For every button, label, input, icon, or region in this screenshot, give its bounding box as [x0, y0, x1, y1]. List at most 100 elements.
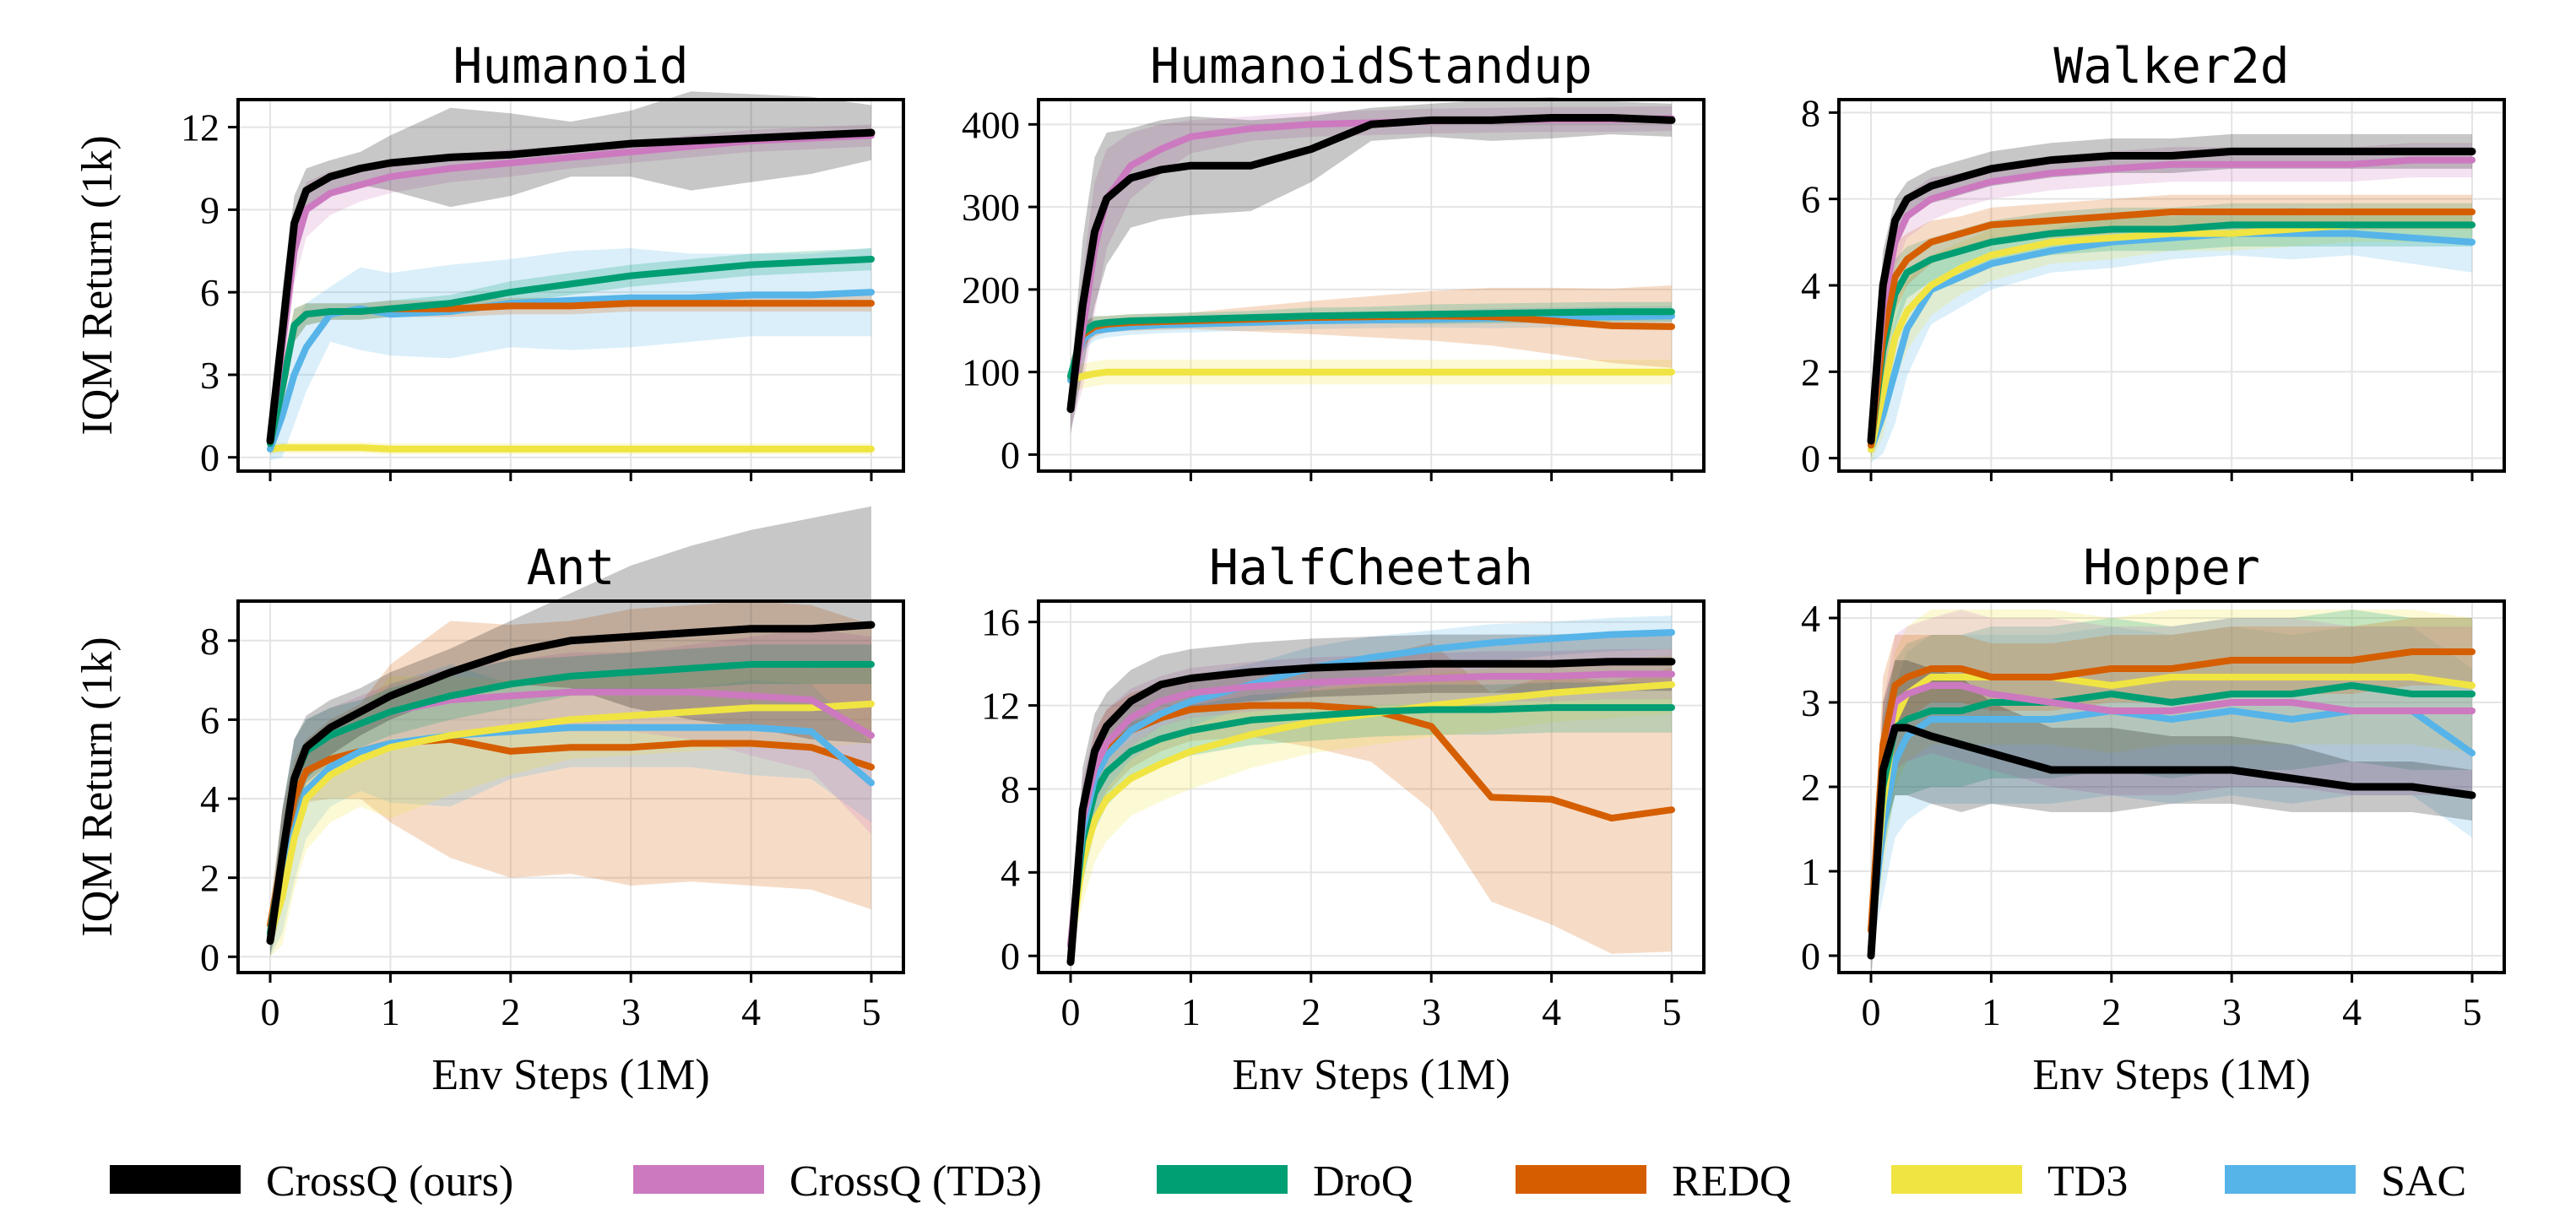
series-line-sac — [1868, 230, 2476, 453]
band-crossq-ours — [270, 91, 871, 455]
y-axis-label: IQM Return (1k) — [73, 637, 122, 936]
series-line-crossq-td3 — [1067, 670, 1675, 949]
panel-title: Hopper — [2083, 539, 2260, 596]
panel-ant: Ant 0 2 4 6 8 0 1 2 3 4 5 Env Steps (1M) IQM Return (… — [73, 506, 905, 1099]
y-tick-label: 2 — [1801, 766, 1820, 809]
panel-title: HalfCheetah — [1209, 539, 1533, 596]
y-tick-label: 0 — [200, 436, 220, 480]
band-crossq-ours — [1071, 97, 1672, 434]
band-td3 — [1071, 360, 1672, 393]
band-redq — [1071, 642, 1672, 958]
legend-swatch — [1891, 1165, 2022, 1194]
band-sac — [1871, 207, 2472, 463]
x-tick-label: 0 — [1862, 990, 1881, 1033]
band-sac — [1071, 306, 1672, 397]
series-line-redq — [1868, 209, 2476, 449]
series-line-droq — [267, 256, 875, 447]
legend-item-droq: DroQ — [1157, 1157, 1413, 1206]
panel-title: HumanoidStandup — [1150, 37, 1592, 95]
y-axis-label: IQM Return (1k) — [73, 135, 122, 435]
panel-humanoid: Humanoid 0 3 6 9 12 IQM Return (1k) — [73, 37, 905, 481]
y-tick-label: 4 — [1801, 264, 1820, 307]
legend-swatch — [1516, 1165, 1646, 1194]
band-redq — [1871, 194, 2472, 458]
series-line-redq — [267, 735, 875, 929]
legend-item-td3: TD3 — [1891, 1157, 2128, 1206]
y-tick-label: 9 — [200, 188, 220, 231]
x-tick-label: 3 — [1422, 990, 1441, 1033]
series-line-sac — [1868, 707, 2476, 934]
x-tick-label: 4 — [741, 990, 761, 1033]
y-tick-label: 200 — [962, 268, 1020, 312]
y-tick-label: 4 — [1801, 597, 1820, 640]
band-crossq-ours — [1871, 133, 2472, 454]
band-td3 — [1071, 655, 1672, 958]
series-line-redq — [1868, 648, 2476, 934]
plot-frame — [236, 599, 905, 974]
y-tick-label: 2 — [1801, 350, 1820, 393]
series-line-droq — [1868, 221, 2476, 449]
band-crossq-ours — [1871, 660, 2472, 981]
series-line-crossq-ours — [266, 621, 876, 946]
band-crossq-ours — [1071, 632, 1672, 975]
x-tick-label: 5 — [862, 990, 881, 1033]
plot-frame — [236, 98, 905, 473]
series-line-td3 — [1067, 680, 1675, 949]
x-tick-label: 2 — [501, 990, 520, 1033]
series-line-td3 — [267, 700, 875, 940]
legend-label: REDQ — [1672, 1157, 1792, 1206]
series-line-td3 — [267, 444, 875, 453]
band-droq — [1871, 203, 2472, 458]
legend-label: CrossQ (TD3) — [789, 1157, 1042, 1206]
y-tick-label: 12 — [981, 685, 1020, 728]
series-line-droq — [1067, 308, 1675, 380]
y-tick-label: 6 — [200, 698, 220, 741]
y-tick-label: 100 — [962, 351, 1020, 394]
band-droq — [270, 644, 871, 953]
series-line-crossq-ours — [1867, 724, 2476, 960]
series-line-droq — [1067, 704, 1675, 949]
band-crossq-td3 — [1871, 143, 2472, 454]
legend-swatch — [110, 1165, 241, 1194]
x-tick-label: 1 — [381, 990, 400, 1033]
legend: CrossQ (ours) CrossQ (TD3) DroQ REDQ TD3 SAC — [110, 1157, 2466, 1206]
y-tick-label: 6 — [200, 271, 220, 314]
series-line-crossq-td3 — [1868, 156, 2476, 445]
y-tick-label: 16 — [981, 601, 1020, 644]
x-axis-label: Env Steps (1M) — [2032, 1051, 2310, 1099]
x-tick-label: 2 — [1301, 990, 1321, 1033]
y-tick-label: 6 — [1801, 178, 1820, 221]
band-crossq-ours — [270, 506, 871, 957]
y-tick-label: 1 — [1801, 850, 1820, 893]
series-line-td3 — [1067, 368, 1675, 384]
y-tick-label: 0 — [1001, 433, 1020, 476]
legend-swatch — [2225, 1165, 2356, 1194]
x-tick-label: 2 — [2101, 990, 2121, 1033]
legend-label: DroQ — [1313, 1157, 1413, 1206]
y-tick-label: 3 — [200, 354, 220, 397]
y-tick-label: 0 — [1001, 935, 1020, 978]
legend-label: TD3 — [2047, 1157, 2128, 1206]
y-tick-label: 4 — [1001, 851, 1020, 894]
panel-humanoidstandup: HumanoidStandup 0 100 200 300 400 — [962, 37, 1706, 481]
legend-swatch — [633, 1165, 764, 1194]
y-tick-label: 8 — [1801, 91, 1820, 134]
legend-label: CrossQ (ours) — [266, 1157, 513, 1206]
series-line-crossq-ours — [266, 128, 876, 445]
band-crossq-td3 — [1071, 106, 1672, 431]
legend-item-redq: REDQ — [1516, 1157, 1792, 1206]
panel-title: Ant — [527, 539, 616, 596]
x-tick-label: 0 — [261, 990, 280, 1033]
band-td3 — [1871, 207, 2472, 463]
band-sac — [1071, 615, 1672, 958]
y-tick-label: 3 — [1801, 681, 1820, 724]
x-tick-label: 0 — [1061, 990, 1081, 1033]
x-tick-label: 4 — [2342, 990, 2362, 1033]
legend-label: SAC — [2381, 1157, 2466, 1206]
band-crossq-td3 — [1071, 648, 1672, 958]
x-tick-label: 1 — [1181, 990, 1201, 1033]
y-tick-label: 400 — [962, 103, 1020, 146]
panel-title: Walker2d — [2053, 37, 2289, 95]
